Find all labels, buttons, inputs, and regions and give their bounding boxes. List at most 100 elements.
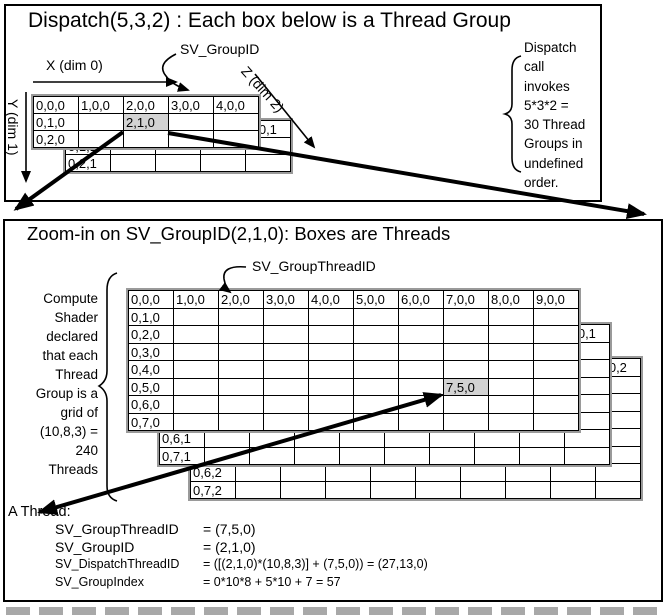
thread-cell (264, 326, 309, 344)
thread-cell (520, 430, 565, 448)
thread-info-row: SV_GroupIndex = 0*10*8 + 5*10 + 7 = 57 (55, 575, 341, 589)
selected-thread-group-cell: 2,1,0 (124, 114, 169, 131)
thread-cell (444, 396, 489, 414)
thread-info-row: SV_DispatchThreadID = ([(2,1,0)*(10,8,3)]… (55, 557, 428, 571)
selected-thread-cell: 7,5,0 (444, 378, 489, 396)
thread-cell: 0,7,0 (129, 413, 174, 431)
thread-cell (264, 343, 309, 361)
note-line: Groups in (524, 136, 583, 152)
thread-cell (354, 396, 399, 414)
thread-info-value: = (7,5,0) (203, 521, 256, 537)
thread-cell (475, 447, 520, 465)
thread-cell (596, 376, 641, 394)
thread-info-row: SV_GroupThreadID = (7,5,0) (55, 521, 256, 537)
thread-cell (534, 378, 579, 396)
thread-cell (309, 326, 354, 344)
thread-group-cell: 3,0,0 (169, 97, 214, 114)
thread-cell (174, 396, 219, 414)
thread-cell (219, 326, 264, 344)
thread-cell (219, 343, 264, 361)
thread-cell (534, 396, 579, 414)
thread-cell (264, 308, 309, 326)
thread-cell (534, 343, 579, 361)
thread-cell (340, 430, 385, 448)
thread-cell (399, 326, 444, 344)
thread-cell (281, 464, 326, 482)
thread-group-cell (214, 114, 259, 131)
thread-cell (489, 361, 534, 379)
zoom-panel (3, 219, 663, 602)
note-line: that each (42, 348, 98, 363)
thread-cell (309, 413, 354, 431)
a-thread-heading: A Thread: (8, 504, 71, 520)
thread-cell (264, 413, 309, 431)
thread-cell: 3,0,0 (264, 291, 309, 309)
thread-group-cell (201, 155, 246, 172)
dispatch-title: Dispatch(5,3,2) : Each box below is a Th… (28, 9, 511, 32)
note-line: call (524, 59, 545, 75)
thread-cell (174, 308, 219, 326)
thread-cell (205, 447, 250, 465)
thread-cell (489, 378, 534, 396)
thread-cell (596, 481, 641, 499)
thread-info-value: = ([(2,1,0)*(10,8,3)] + (7,5,0)) = (27,1… (203, 557, 428, 571)
thread-cell (264, 378, 309, 396)
thread-group-cell: 0,2,1 (66, 155, 111, 172)
thread-cell (354, 361, 399, 379)
note-line: order. (524, 175, 559, 191)
thread-cell (506, 464, 551, 482)
thread-cell (565, 412, 610, 430)
cropped-dashed-line (6, 607, 662, 615)
thread-cell: 0,3,0 (129, 343, 174, 361)
thread-cell (565, 377, 610, 395)
thread-cell (371, 481, 416, 499)
thread-cell (354, 378, 399, 396)
thread-cell (354, 326, 399, 344)
thread-cell: 0,6,0 (129, 396, 174, 414)
thread-cell: 9,0,0 (534, 291, 579, 309)
thread-cell (534, 308, 579, 326)
thread-cell (399, 378, 444, 396)
thread-cell (174, 326, 219, 344)
thread-cell (354, 413, 399, 431)
thread-cell (444, 326, 489, 344)
thread-cell (326, 481, 371, 499)
thread-cell (596, 446, 641, 464)
y-axis-label: Y (dim 1) (5, 99, 21, 156)
thread-cell (219, 396, 264, 414)
thread-cell (250, 447, 295, 465)
thread-cell: 0,4,0 (129, 361, 174, 379)
thread-cell (174, 343, 219, 361)
thread-cell (219, 378, 264, 396)
thread-cell (489, 326, 534, 344)
thread-cell (506, 481, 551, 499)
thread-cell (250, 430, 295, 448)
thread-cell (309, 361, 354, 379)
thread-info-value: = (2,1,0) (203, 539, 256, 555)
thread-cell (309, 396, 354, 414)
thread-info-label: SV_DispatchThreadID (55, 557, 180, 571)
thread-cell (399, 308, 444, 326)
thread-cell (520, 447, 565, 465)
thread-cell (174, 361, 219, 379)
thread-cell (444, 308, 489, 326)
thread-group-cell (79, 114, 124, 131)
thread-cell (309, 308, 354, 326)
sv-groupid-label: SV_GroupID (180, 41, 260, 57)
thread-cell (596, 429, 641, 447)
thread-cell: 0,0,0 (129, 291, 174, 309)
thread-cell (430, 447, 475, 465)
thread-group-cell: 0,2,0 (34, 131, 79, 148)
thread-cell (596, 464, 641, 482)
dispatch-note: Dispatch call invokes 5*3*2 = 30 Thread Group… (524, 38, 602, 192)
thread-cell (444, 361, 489, 379)
thread-info-label: SV_GroupID (55, 539, 135, 555)
note-line: Group is a (35, 386, 98, 401)
thread-cell (174, 413, 219, 431)
thread-group-cell: 1,0,0 (79, 97, 124, 114)
thread-cell (534, 326, 579, 344)
note-line: declared (46, 329, 98, 344)
thread-cell: 0,7,1 (160, 447, 205, 465)
thread-group-cell: 4,0,0 (214, 97, 259, 114)
thread-cell (534, 413, 579, 431)
